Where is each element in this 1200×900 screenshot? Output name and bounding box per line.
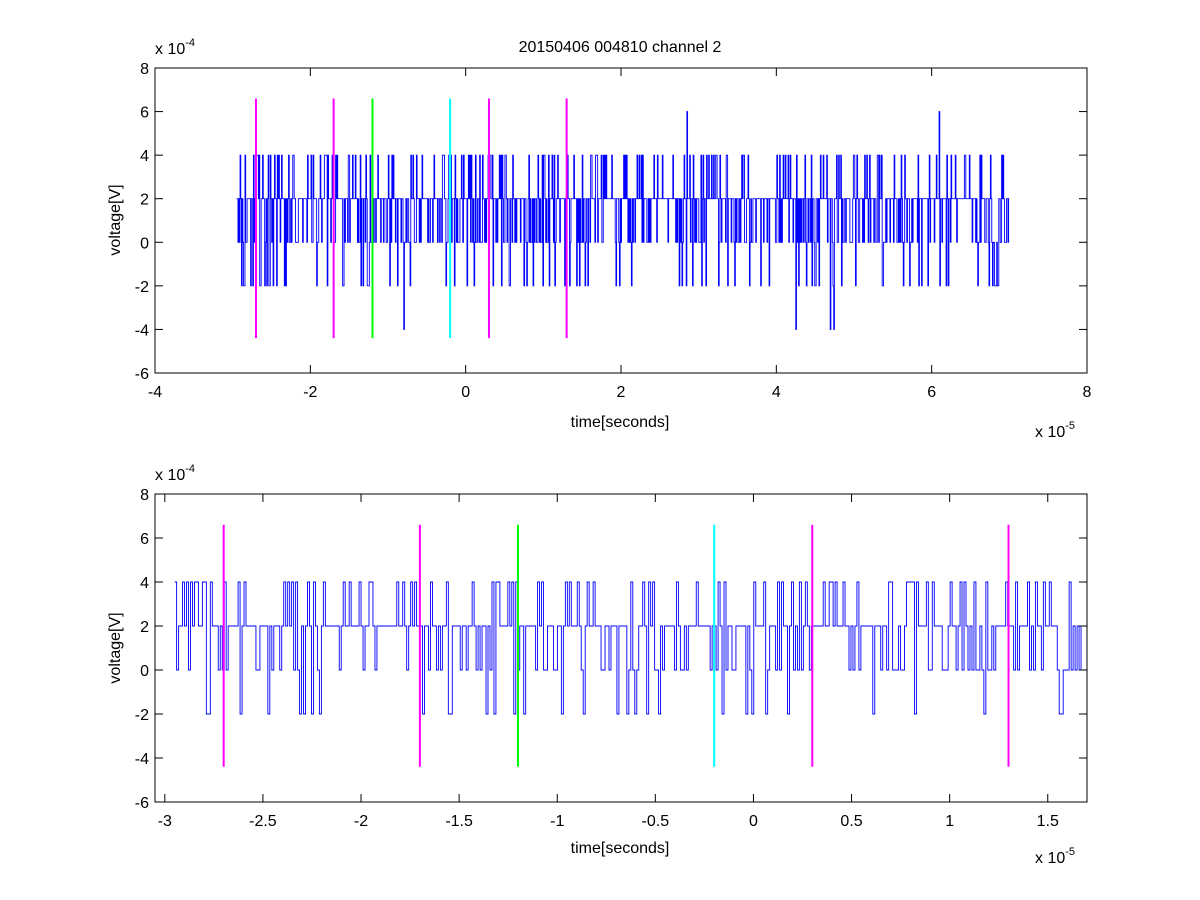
bottom-plot-layer (174, 524, 1087, 767)
bottom-x-tick-label: -2 (354, 813, 368, 830)
top-y-tick-label: -4 (135, 322, 149, 339)
bottom-axes: -3 -2.5 -2 -1.5 -1 -0.5 0 0.5 1 1.5 -6 -4 -2 0 2 4 6 8 vo… (107, 463, 1088, 867)
figure-title: 20150406 004810 channel 2 (519, 39, 722, 56)
top-y-tick-label: 8 (140, 61, 149, 78)
bottom-x-exponent: -5 (1065, 846, 1075, 858)
top-y-tick-label: 4 (140, 148, 149, 165)
bottom-x-tick-label: 1 (945, 813, 954, 830)
top-y-tick-label: 2 (140, 192, 149, 209)
top-signal-trace (236, 111, 1010, 330)
top-y-tick-label: 6 (140, 105, 149, 122)
bottom-x-tick-label: 1.5 (1037, 813, 1059, 830)
top-x-multiplier: x 10 (1035, 424, 1065, 441)
bottom-y-tick-label: 8 (140, 487, 149, 504)
top-x-tick-label: -4 (148, 384, 162, 401)
bottom-y-tick-label: -6 (135, 795, 149, 812)
top-x-axis-label: time[seconds] (571, 414, 670, 431)
bottom-y-tick-label: -2 (135, 707, 149, 724)
bottom-x-tick-label: 0 (749, 813, 758, 830)
bottom-y-axis-label: voltage[V] (107, 612, 124, 683)
bottom-y-tick-label: 2 (140, 619, 149, 636)
bottom-x-tick-label: -2.5 (249, 813, 277, 830)
bottom-x-multiplier: x 10 (1035, 850, 1065, 867)
bottom-x-axis-label: time[seconds] (571, 840, 670, 857)
top-x-tick-label: 8 (1083, 384, 1092, 401)
top-x-tick-label: -2 (303, 384, 317, 401)
bottom-x-tick-label: -0.5 (642, 813, 670, 830)
top-y-tick-label: -2 (135, 279, 149, 296)
bottom-x-tick-label: -1 (550, 813, 564, 830)
top-x-tick-label: 6 (927, 384, 936, 401)
top-y-exponent: -4 (185, 37, 195, 49)
bottom-y-tick-label: 0 (140, 663, 149, 680)
top-plot-layer (236, 98, 1010, 339)
top-y-tick-label: -6 (135, 366, 149, 383)
top-x-tick-label: 0 (461, 384, 470, 401)
top-y-tick-label: 0 (140, 235, 149, 252)
bottom-x-tick-label: 0.5 (840, 813, 862, 830)
top-x-tick-label: 4 (772, 384, 781, 401)
top-y-exponent-label: x 10-4 (155, 37, 195, 58)
top-x-exponent: -5 (1065, 420, 1075, 432)
bottom-y-exponent-label: x 10-4 (155, 463, 195, 484)
bottom-y-exponent: -4 (185, 463, 195, 475)
bottom-y-multiplier: x 10 (155, 467, 185, 484)
top-x-tick-label: 2 (617, 384, 626, 401)
top-y-axis-label: voltage[V] (107, 184, 124, 255)
bottom-x-tick-label: -3 (158, 813, 172, 830)
bottom-y-tick-label: 6 (140, 531, 149, 548)
top-y-multiplier: x 10 (155, 41, 185, 58)
bottom-x-tick-label: -1.5 (445, 813, 473, 830)
bottom-signal-trace (174, 581, 1087, 715)
bottom-y-tick-label: -4 (135, 751, 149, 768)
bottom-y-tick-label: 4 (140, 575, 149, 592)
top-x-exponent-label: x 10-5 (1035, 420, 1075, 441)
bottom-x-exponent-label: x 10-5 (1035, 846, 1075, 867)
bottom-axes-frame (154, 493, 1088, 803)
bottom-ticks: -3 -2.5 -2 -1.5 -1 -0.5 0 0.5 1 1.5 -6 -4 -2 0 2 4 6 8 (135, 487, 1087, 830)
